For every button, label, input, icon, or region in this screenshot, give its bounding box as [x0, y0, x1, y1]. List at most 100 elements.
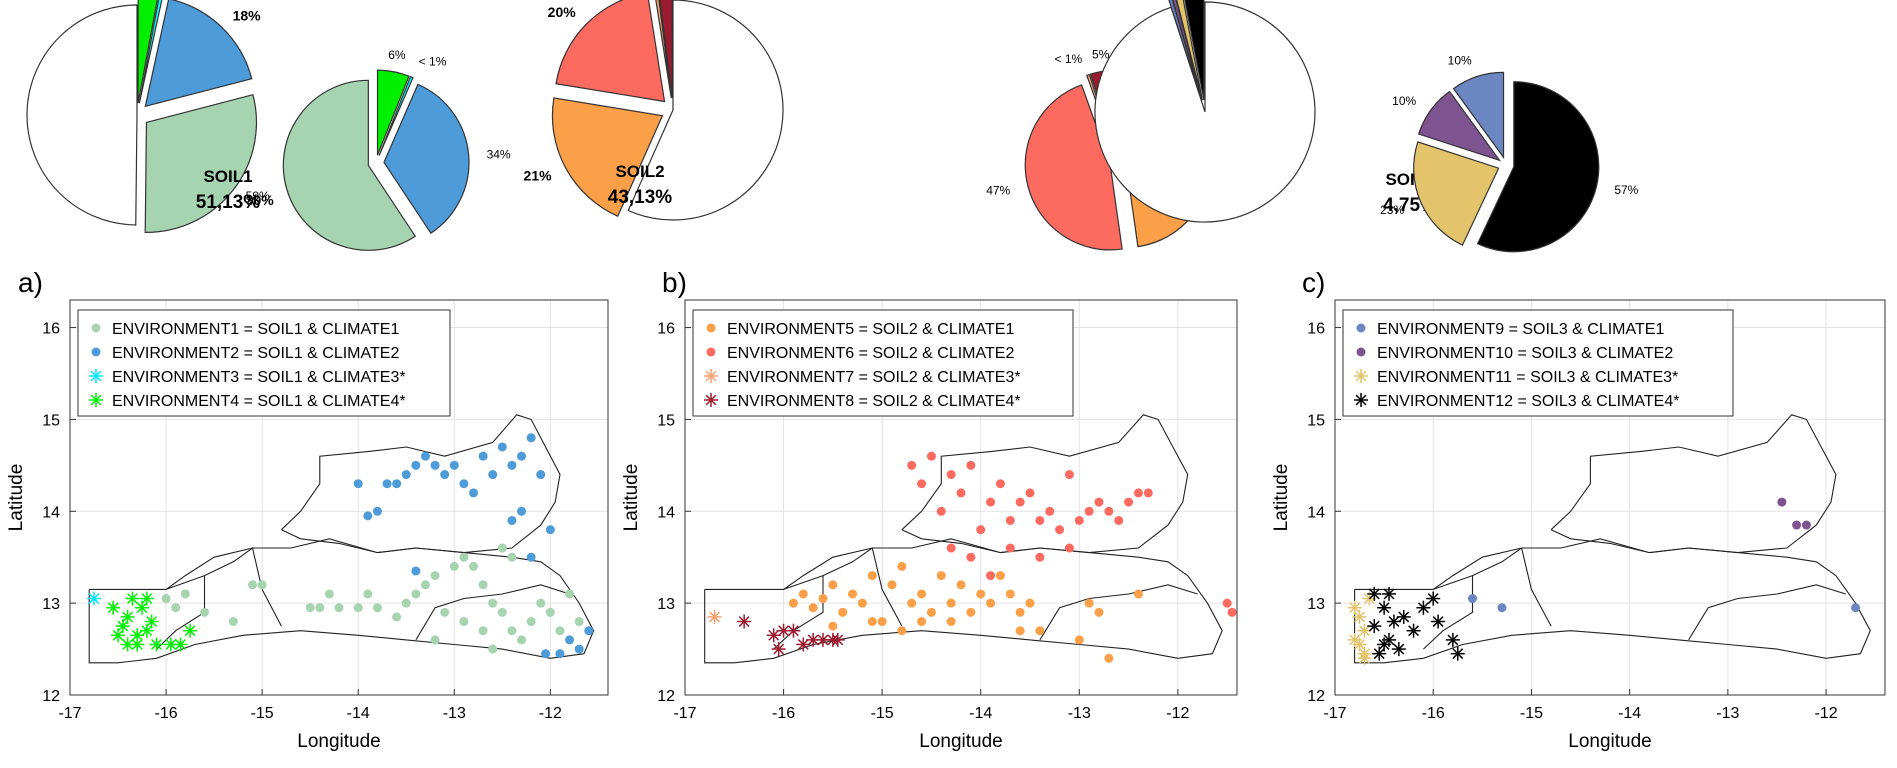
- point-2-0-27: [917, 617, 927, 627]
- point-1-1-18: [526, 433, 536, 443]
- point-1-0-6: [257, 580, 267, 590]
- x-tick-label-2-4: -13: [1068, 705, 1091, 722]
- point-2-0-5: [838, 607, 848, 617]
- soil-share-2: 43,13%: [608, 187, 673, 208]
- main-pie-2-slice-4: [659, 0, 673, 99]
- main-pie-3-slice-0: [1094, 1, 1316, 223]
- point-1-0-5: [248, 580, 258, 590]
- legend-marker-2-3: [704, 393, 718, 407]
- legend-marker-3-2: [1354, 369, 1368, 383]
- point-2-1-8: [986, 497, 996, 507]
- main-pie-3-slice-3: [1176, 0, 1203, 101]
- main-pie-2-slice-0: [627, 0, 784, 221]
- point-2-0-11: [897, 561, 907, 571]
- point-2-0-0: [788, 598, 798, 608]
- point-2-0-13: [917, 589, 927, 599]
- star-point-1-3-15: [139, 623, 154, 638]
- legend-label-1-2: ENVIRONMENT3 = SOIL1 & CLIMATE3*: [112, 369, 406, 386]
- y-tick-label-3-1: 13: [1307, 596, 1325, 613]
- series-1-1: [353, 433, 594, 659]
- star-point-3-3-14: [1391, 642, 1406, 657]
- y-axis-label-2: Latitude: [621, 464, 642, 532]
- series-2-0: [788, 561, 1143, 663]
- legend-label-2-3: ENVIRONMENT8 = SOIL2 & CLIMATE4*: [727, 393, 1021, 410]
- legend-label-2-1: ENVIRONMENT6 = SOIL2 & CLIMATE2: [727, 345, 1014, 362]
- sub-pie-3-slice-0: [1476, 81, 1600, 253]
- point-2-1-26: [966, 552, 976, 562]
- point-2-1-3: [936, 506, 946, 516]
- y-tick-label-2-3: 15: [657, 412, 675, 429]
- point-1-1-1: [363, 511, 373, 521]
- legend-1: ENVIRONMENT1 = SOIL1 & CLIMATE1 ENVIRONME…: [77, 309, 451, 417]
- point-2-1-29: [1035, 552, 1045, 562]
- legend-label-3-1: ENVIRONMENT10 = SOIL3 & CLIMATE2: [1377, 345, 1673, 362]
- x-tick-label-2-0: -17: [673, 705, 696, 722]
- star-point-2-3-4: [786, 623, 801, 638]
- point-2-0-2: [808, 603, 818, 613]
- point-1-0-36: [459, 617, 469, 627]
- point-1-0-2: [180, 589, 190, 599]
- y-tick-label-1-0: 12: [42, 688, 60, 705]
- point-1-0-12: [363, 589, 373, 599]
- point-1-0-19: [449, 561, 459, 571]
- point-1-1-3: [382, 479, 392, 489]
- region-outline-1-4: [415, 584, 570, 641]
- point-2-0-4: [828, 580, 838, 590]
- sub-pie-1-label-3: 6%: [388, 48, 406, 62]
- y-axis-label-1: Latitude: [6, 464, 27, 532]
- point-1-0-30: [555, 626, 565, 636]
- point-2-0-6: [848, 589, 858, 599]
- point-2-1-9: [995, 479, 1005, 489]
- x-tick-label-2-3: -14: [969, 705, 992, 722]
- main-pie-1-label-2: 18%: [233, 7, 262, 23]
- star-point-1-3-8: [149, 637, 164, 652]
- point-2-1-0: [907, 460, 917, 470]
- point-2-0-32: [1094, 607, 1104, 617]
- point-2-1-11: [1015, 497, 1025, 507]
- main-pie-1-slice-2: [144, 0, 253, 108]
- point-2-0-33: [1104, 653, 1114, 663]
- point-1-0-27: [526, 617, 536, 627]
- legend-marker-1-0: [91, 323, 101, 333]
- star-point-1-3-3: [125, 591, 140, 606]
- point-2-0-36: [828, 621, 838, 631]
- point-1-1-6: [411, 460, 421, 470]
- x-tick-label-1-0: -17: [58, 705, 81, 722]
- point-1-0-8: [315, 603, 325, 613]
- point-2-0-24: [1025, 598, 1035, 608]
- main-pie-1-label-1: 30%: [246, 192, 275, 208]
- point-1-1-27: [584, 626, 594, 636]
- point-2-0-29: [1015, 626, 1025, 636]
- star-point-3-3-1: [1377, 600, 1392, 615]
- legend-label-3-3: ENVIRONMENT12 = SOIL3 & CLIMATE4*: [1377, 393, 1679, 410]
- star-point-3-3-2: [1382, 586, 1397, 601]
- point-1-1-8: [430, 460, 440, 470]
- star-point-1-3-10: [111, 628, 126, 643]
- point-2-0-8: [867, 571, 877, 581]
- map-axes-2: -17 -16 -15 -14 -13 -12 12 13 14 15 16 Longitude Lat…: [621, 299, 1238, 752]
- legend-label-1-3: ENVIRONMENT4 = SOIL1 & CLIMATE4*: [112, 393, 406, 410]
- point-2-1-30: [1064, 543, 1074, 553]
- legend-marker-3-0: [1356, 323, 1366, 333]
- sub-pie-3-slice-1: [1413, 141, 1500, 246]
- star-point-3-2-1: [1352, 609, 1367, 624]
- star-point-1-3-14: [120, 637, 135, 652]
- point-3-1-0: [1777, 497, 1787, 507]
- star-point-1-3-13: [183, 623, 198, 638]
- point-2-1-5: [956, 488, 966, 498]
- sub-pie-1-slice-2: [378, 75, 414, 156]
- legend-marker-2-2: [704, 369, 718, 383]
- region-outline-1-3: [204, 547, 282, 627]
- series-3-1: [1777, 497, 1811, 530]
- main-pie-1-slice-0: [26, 4, 138, 226]
- point-1-1-26: [555, 649, 565, 659]
- point-1-1-14: [488, 470, 498, 480]
- sub-pie-2-slice-1: [1024, 84, 1123, 251]
- point-1-0-38: [430, 635, 440, 645]
- legend-marker-3-1: [1356, 347, 1366, 357]
- x-tick-label-3-0: -17: [1323, 705, 1346, 722]
- sub-pie-2-label-2: < 1%: [1055, 52, 1083, 66]
- y-tick-label-3-3: 15: [1307, 412, 1325, 429]
- point-3-1-2: [1801, 520, 1811, 530]
